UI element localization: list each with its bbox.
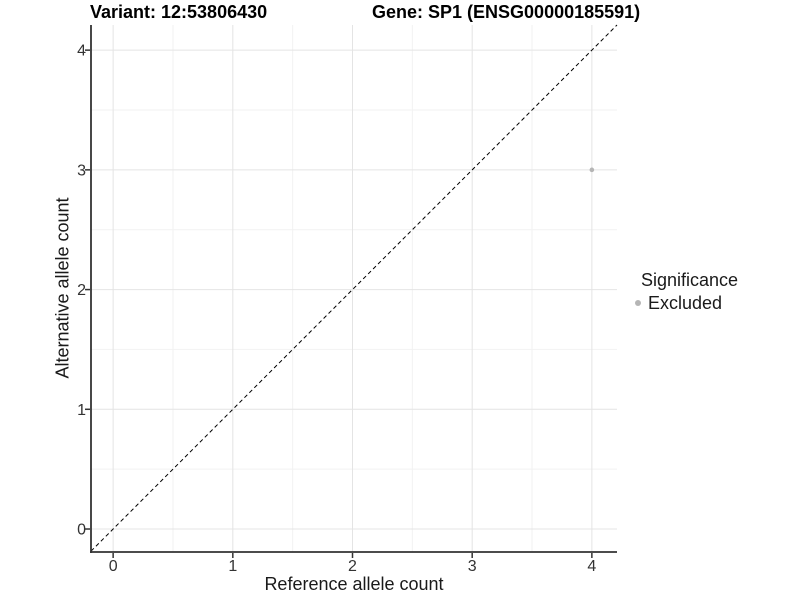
legend: Significance Excluded — [628, 270, 738, 313]
x-tick-label: 4 — [587, 558, 596, 575]
y-tick-label: 0 — [77, 522, 86, 539]
x-tick-label: 3 — [468, 558, 477, 575]
y-tick-label: 2 — [77, 282, 86, 299]
x-tick-label: 0 — [109, 558, 118, 575]
y-tick-label: 3 — [77, 162, 86, 179]
y-tick-label: 4 — [77, 43, 86, 60]
legend-items: Excluded — [628, 293, 738, 313]
legend-title: Significance — [641, 270, 739, 290]
legend-item: Excluded — [628, 293, 738, 313]
y-tick-label: 1 — [77, 402, 86, 419]
identity-dashed-line — [90, 24, 618, 552]
x-tick-label: 2 — [348, 558, 357, 575]
legend-dot-icon — [635, 300, 641, 306]
variant-title: Variant: 12:53806430 — [90, 2, 268, 22]
gene-title: Gene: SP1 (ENSG00000185591) — [372, 2, 641, 22]
y-axis-title: Alternative allele count — [52, 197, 73, 379]
x-tick-label: 1 — [228, 558, 237, 575]
legend-key — [628, 293, 648, 313]
legend-label: Excluded — [648, 293, 723, 313]
data-point — [589, 167, 595, 173]
x-axis-title: Reference allele count — [264, 574, 444, 594]
